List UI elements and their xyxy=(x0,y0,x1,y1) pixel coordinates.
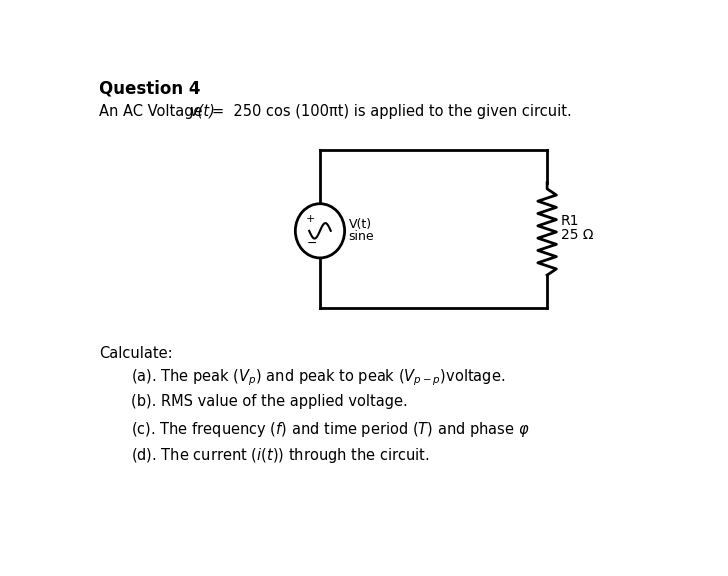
Text: (b). RMS value of the applied voltage.: (b). RMS value of the applied voltage. xyxy=(131,394,408,409)
Text: v(t): v(t) xyxy=(190,104,215,119)
Text: V(t): V(t) xyxy=(349,218,371,231)
Text: Calculate:: Calculate: xyxy=(99,346,173,361)
Text: (d). The current ($i(t)$) through the circuit.: (d). The current ($i(t)$) through the ci… xyxy=(131,446,430,465)
Text: sine: sine xyxy=(349,230,374,244)
Text: =  250 cos (100πt) is applied to the given circuit.: = 250 cos (100πt) is applied to the give… xyxy=(212,104,572,119)
Text: An AC Voltage: An AC Voltage xyxy=(99,104,207,119)
Text: Question 4: Question 4 xyxy=(99,79,200,97)
Text: −: − xyxy=(307,237,317,251)
Text: 25 Ω: 25 Ω xyxy=(561,228,593,242)
Text: +: + xyxy=(306,214,315,223)
Text: (a). The peak ($V_p$) and peak to peak ($V_{p-p}$)voltage.: (a). The peak ($V_p$) and peak to peak (… xyxy=(131,368,506,388)
Ellipse shape xyxy=(296,204,344,258)
Text: (c). The frequency ($f$) and time period ($T$) and phase $\varphi$: (c). The frequency ($f$) and time period… xyxy=(131,420,530,439)
Text: R1: R1 xyxy=(561,214,579,228)
